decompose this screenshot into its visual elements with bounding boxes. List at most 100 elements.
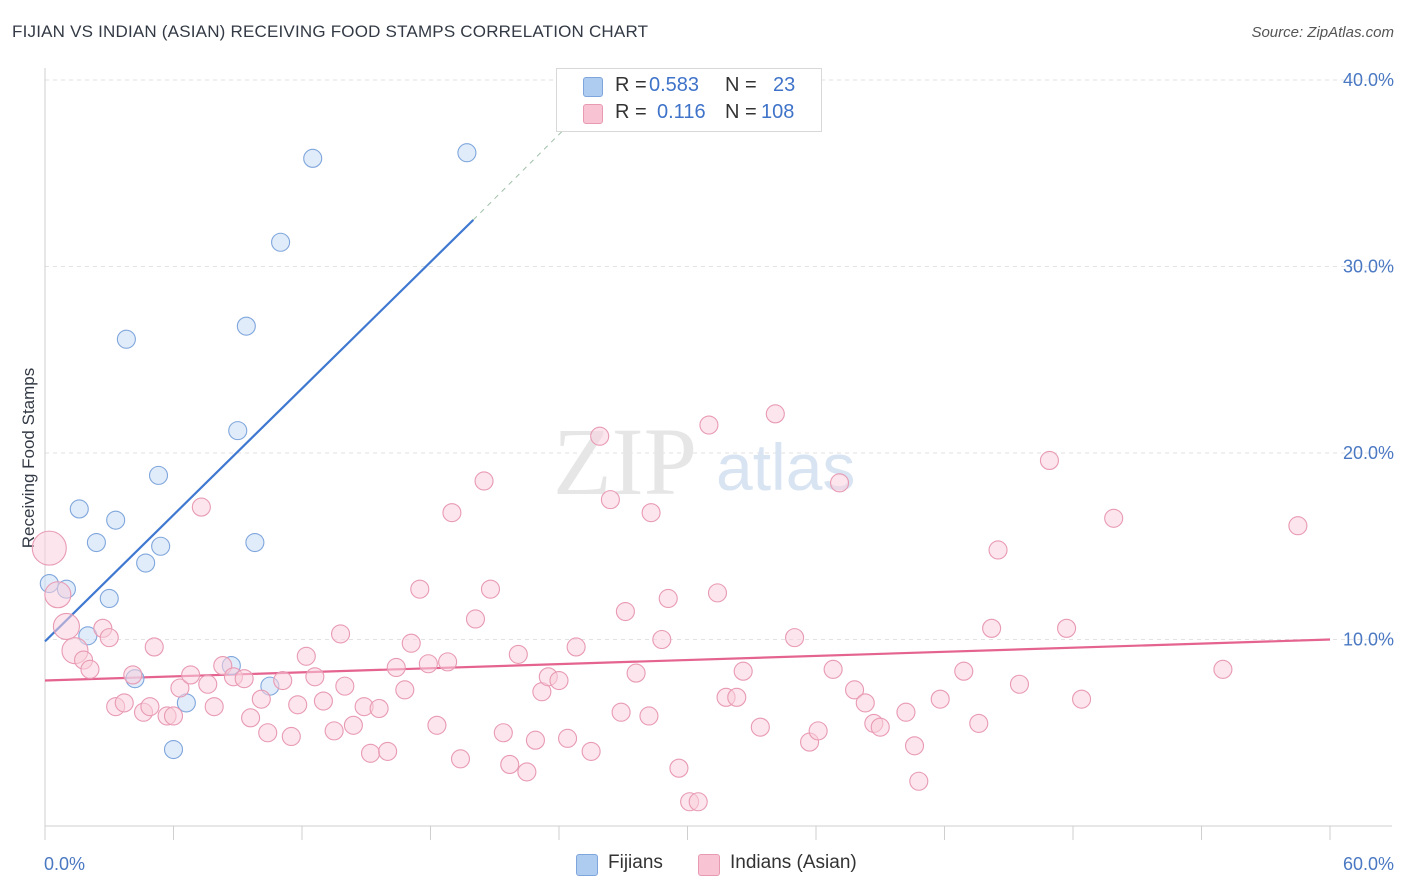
indian-point bbox=[750, 717, 770, 737]
indian-point bbox=[988, 540, 1008, 560]
fijian-point bbox=[245, 532, 265, 553]
indian-point bbox=[474, 471, 494, 491]
indian-point bbox=[360, 743, 381, 763]
indian-point bbox=[204, 697, 224, 717]
chart-title: FIJIAN VS INDIAN (ASIAN) RECEIVING FOOD … bbox=[12, 22, 649, 41]
indian-point bbox=[198, 674, 218, 694]
fijian-point bbox=[148, 465, 169, 485]
indian-point bbox=[823, 659, 843, 679]
gridlines bbox=[45, 79, 1390, 640]
indian-point bbox=[688, 792, 708, 812]
fijian-trend-extension bbox=[472, 102, 592, 221]
indian-point bbox=[493, 723, 513, 743]
indian-point bbox=[251, 689, 271, 709]
indian-point bbox=[343, 715, 363, 735]
legend-swatch-fijians bbox=[576, 854, 598, 876]
indian-point bbox=[626, 663, 646, 683]
indian-point bbox=[699, 415, 719, 435]
data-points bbox=[31, 143, 1308, 812]
legend-r-value-indians: 0.116 bbox=[657, 101, 706, 123]
indian-trend-line bbox=[44, 638, 1331, 682]
indian-point bbox=[517, 762, 537, 782]
indian-point bbox=[785, 628, 805, 648]
indian-point bbox=[508, 644, 528, 664]
indian-point bbox=[590, 426, 610, 446]
indian-point bbox=[639, 706, 659, 726]
indian-point bbox=[896, 702, 916, 722]
fijian-point bbox=[228, 421, 248, 441]
chart-source: Source: ZipAtlas.com bbox=[1251, 24, 1394, 41]
y-tick-label: 20.0% bbox=[1343, 443, 1394, 463]
indian-point bbox=[549, 670, 569, 691]
watermark-atlas: atlas bbox=[716, 430, 855, 504]
fijian-point bbox=[106, 510, 126, 530]
legend-swatch-fijians bbox=[583, 77, 603, 97]
indian-point bbox=[144, 637, 164, 657]
indian-point bbox=[170, 678, 190, 698]
indian-point bbox=[765, 404, 785, 424]
indian-point bbox=[982, 618, 1002, 638]
fijian-point bbox=[151, 536, 171, 556]
trend-lines bbox=[44, 102, 1331, 682]
indian-point bbox=[99, 628, 119, 648]
indian-point bbox=[641, 503, 661, 523]
indian-point bbox=[281, 726, 301, 747]
y-tick-label: 10.0% bbox=[1343, 630, 1394, 650]
indian-point bbox=[615, 601, 635, 622]
indian-point bbox=[395, 680, 415, 700]
indian-point bbox=[450, 749, 471, 769]
indian-point bbox=[733, 661, 753, 681]
fijian-point bbox=[236, 316, 256, 336]
indian-point bbox=[234, 669, 254, 689]
indian-point bbox=[305, 667, 325, 687]
fijian-point bbox=[271, 232, 291, 252]
indian-point bbox=[191, 497, 211, 517]
indian-point bbox=[830, 473, 850, 493]
watermark-zip: ZIP bbox=[553, 408, 697, 515]
indian-point bbox=[855, 693, 875, 713]
x-tick-label: 0.0% bbox=[44, 854, 85, 874]
indian-point bbox=[418, 654, 438, 674]
indian-point bbox=[335, 676, 355, 696]
correlation-legend: R = 0.583 N = 23 R = 0.116 N = 108 bbox=[556, 68, 822, 132]
fijian-point bbox=[303, 148, 323, 168]
indian-point bbox=[44, 581, 72, 609]
indian-point bbox=[258, 723, 278, 743]
indian-point bbox=[1072, 689, 1092, 709]
indian-point bbox=[909, 771, 929, 791]
legend-n-label: N = bbox=[725, 101, 757, 123]
indian-point bbox=[324, 721, 344, 741]
indian-point bbox=[844, 680, 865, 700]
indian-point bbox=[410, 579, 430, 599]
indian-point bbox=[427, 715, 447, 735]
indian-point bbox=[525, 730, 545, 750]
legend-r-label: R = bbox=[615, 74, 647, 96]
axes bbox=[44, 68, 1392, 840]
indian-point bbox=[558, 728, 578, 748]
indian-point bbox=[611, 702, 631, 722]
legend-swatch-indians bbox=[583, 104, 603, 124]
indian-point bbox=[808, 721, 828, 741]
fijian-point bbox=[99, 588, 119, 609]
indian-point bbox=[241, 708, 261, 728]
indian-point bbox=[163, 706, 184, 726]
indian-point bbox=[727, 687, 747, 707]
indian-point bbox=[52, 612, 80, 640]
indian-point bbox=[870, 717, 890, 737]
indian-point bbox=[123, 665, 143, 685]
series-legend: Fijians Indians (Asian) bbox=[0, 852, 1406, 878]
indian-point bbox=[930, 689, 950, 709]
indian-point bbox=[386, 657, 406, 678]
legend-n-value-fijians: 23 bbox=[773, 74, 796, 96]
x-tick-labels: 0.0% 60.0% bbox=[44, 854, 1394, 874]
indian-point bbox=[480, 579, 501, 599]
indian-point bbox=[80, 659, 100, 679]
indian-point bbox=[378, 741, 398, 761]
indian-point bbox=[500, 754, 520, 775]
watermark: ZIP atlas bbox=[553, 408, 855, 515]
fijian-point bbox=[69, 499, 89, 519]
indian-point bbox=[669, 758, 689, 778]
y-tick-labels: 10.0% 20.0% 30.0% 40.0% bbox=[1343, 70, 1394, 650]
indian-point bbox=[1009, 674, 1030, 694]
